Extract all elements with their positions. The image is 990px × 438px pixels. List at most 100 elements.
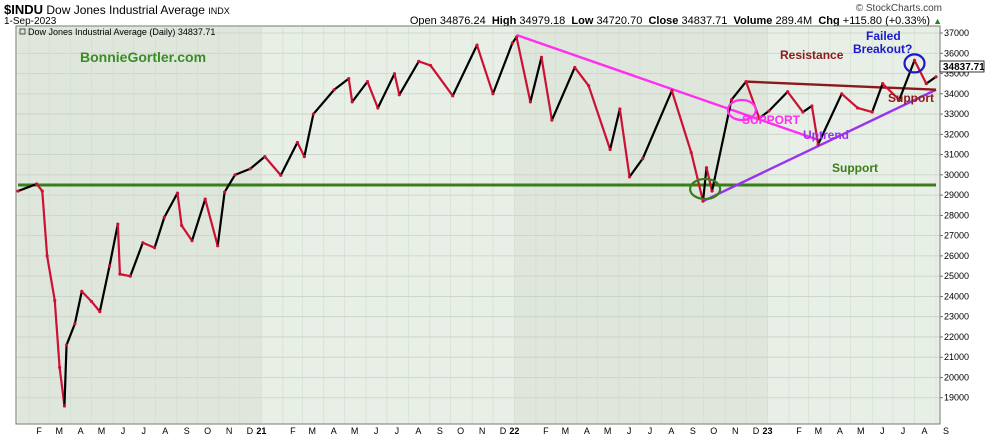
price-point <box>618 107 622 111</box>
price-point <box>203 197 207 201</box>
price-segment <box>216 190 226 247</box>
price-segment <box>116 222 122 276</box>
price-tag: 34837.71 <box>939 60 985 73</box>
price-segment <box>180 224 194 242</box>
price-segment <box>817 92 843 146</box>
y-tick-label: 33000 <box>944 109 969 119</box>
price-point <box>53 298 57 303</box>
price-segment <box>312 88 336 116</box>
price-segment <box>176 191 183 227</box>
index-name: Dow Jones Industrial Average <box>46 3 205 17</box>
volume-label: Volume <box>733 15 773 27</box>
chart-date: 1-Sep-2023 <box>4 16 57 27</box>
price-segment <box>163 191 179 219</box>
price-segment <box>393 72 401 96</box>
price-point <box>810 104 814 108</box>
price-point <box>35 182 39 186</box>
annotation-label: SUPPORT <box>742 113 801 127</box>
price-point <box>912 58 917 62</box>
x-tick-label: J <box>121 426 126 436</box>
y-tick-label: 20000 <box>944 372 969 382</box>
y-tick-label: 27000 <box>944 231 969 241</box>
price-point <box>347 76 351 81</box>
volume-value: 289.4M <box>775 15 813 27</box>
price-point <box>881 82 885 86</box>
price-point <box>152 246 157 250</box>
price-segment <box>263 155 282 177</box>
price-point <box>786 90 790 94</box>
price-segment <box>429 64 454 97</box>
price-segment <box>398 60 420 96</box>
price-point <box>744 80 748 84</box>
price-point <box>190 239 194 243</box>
legend-swatch <box>19 28 26 35</box>
x-tick-label: M <box>604 426 612 436</box>
price-point <box>670 89 674 93</box>
price-tag-box <box>939 60 985 73</box>
price-segment <box>786 90 804 114</box>
x-tick-label: F <box>36 426 42 436</box>
trendlines <box>18 33 937 203</box>
magenta-downtrend-line <box>516 33 820 142</box>
price-segment <box>333 77 350 91</box>
price-segment <box>898 59 916 101</box>
price-point <box>514 35 519 39</box>
annotation-label: Resistance <box>780 48 844 62</box>
price-point <box>608 147 612 152</box>
y-tick-label: 35000 <box>944 69 969 79</box>
price-point <box>376 106 380 110</box>
quote-bar: Open 34876.24 High 34979.18 Low 34720.70… <box>410 15 942 27</box>
price-segment <box>46 254 56 302</box>
price-point <box>710 189 714 193</box>
price-segment <box>871 82 884 114</box>
x-tick-label: A <box>78 426 84 436</box>
price-segment <box>63 343 68 408</box>
price-point <box>689 150 693 155</box>
watermark: BonnieGortler.com <box>80 49 206 65</box>
price-segment <box>190 198 207 242</box>
price-segment <box>856 106 874 114</box>
x-tick-label: J <box>374 426 379 436</box>
x-tick-label: J <box>648 426 653 436</box>
price-point <box>332 88 336 92</box>
price-point <box>98 310 102 314</box>
price-segment <box>540 56 553 122</box>
close-value: 34837.71 <box>681 15 728 27</box>
price-point <box>89 299 94 304</box>
price-segment <box>108 222 119 268</box>
price-point <box>897 98 901 102</box>
price-segment <box>16 182 38 193</box>
price-point <box>162 215 166 219</box>
price-point <box>263 155 267 159</box>
year-band-0 <box>18 27 262 423</box>
price-point <box>365 80 370 84</box>
price-segment <box>417 60 432 67</box>
x-tick-label: A <box>584 426 590 436</box>
price-segment <box>628 157 644 178</box>
x-tick-label: J <box>901 426 906 436</box>
price-point <box>451 94 455 98</box>
price-point <box>573 65 577 70</box>
y-tick-label: 34000 <box>944 89 969 99</box>
price-segment <box>204 198 219 247</box>
open-value: 34876.24 <box>439 15 486 27</box>
price-segment <box>618 107 631 178</box>
magenta-circle <box>726 98 757 122</box>
price-segment <box>451 44 479 97</box>
chg-value: +115.80 (+0.33%) <box>842 15 931 27</box>
price-segment <box>279 141 299 177</box>
price-segment <box>249 155 266 170</box>
x-tick-label: 21 <box>256 426 266 436</box>
x-tick-label: M <box>98 426 106 436</box>
price-point <box>528 100 532 104</box>
x-tick-label: N <box>479 426 486 436</box>
x-tick-label: J <box>880 426 885 436</box>
price-segment <box>80 290 93 303</box>
price-segment <box>758 109 771 120</box>
price-segment <box>573 66 590 87</box>
price-segment <box>881 82 901 101</box>
price-point <box>587 84 591 88</box>
y-tick-label: 24000 <box>944 291 969 301</box>
price-point <box>801 110 805 114</box>
